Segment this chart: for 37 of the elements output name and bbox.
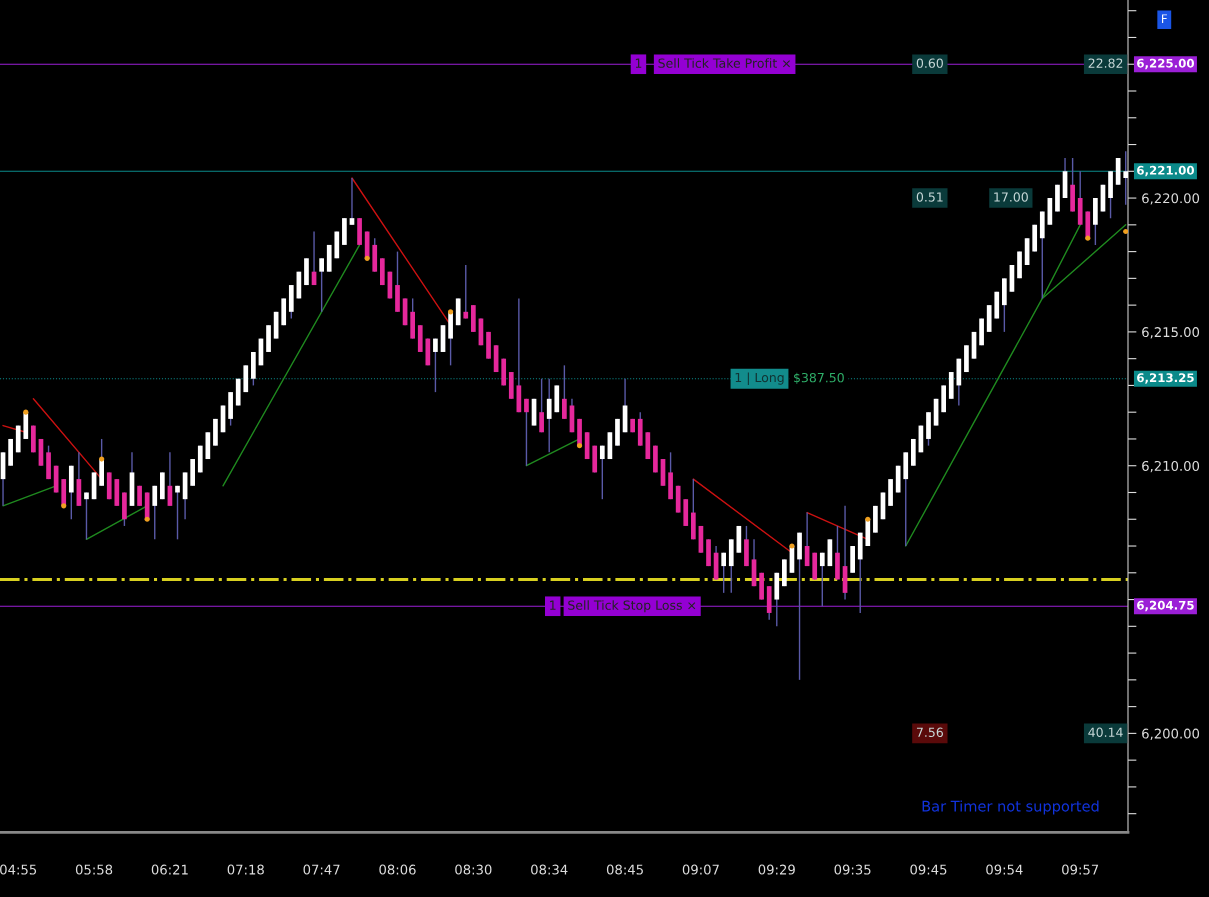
x-tick-label: 08:30 bbox=[455, 864, 492, 875]
annotation: 22.82 bbox=[1088, 58, 1123, 68]
annotation: Sell Tick Take Profit × bbox=[658, 58, 790, 68]
x-tick-label: 04:55 bbox=[0, 864, 37, 875]
annotation: 1 bbox=[635, 58, 642, 68]
y-tick-label: 6,210.00 bbox=[1142, 460, 1200, 473]
y-tick-label: 6,220.00 bbox=[1142, 193, 1200, 205]
annotation: 17.00 bbox=[994, 192, 1028, 202]
annotation: 1 | Long bbox=[735, 372, 784, 385]
x-tick-label: 09:54 bbox=[986, 864, 1023, 875]
y-tick-label: 6,215.00 bbox=[1142, 327, 1200, 339]
x-tick-label: 07:47 bbox=[303, 864, 340, 875]
annotation: $387.50 bbox=[794, 372, 844, 385]
x-tick-label: 08:34 bbox=[531, 864, 568, 875]
y-tick-label: 6,200.00 bbox=[1142, 728, 1200, 740]
annotation: Bar Timer not supported bbox=[922, 800, 1099, 815]
x-tick-label: 07:18 bbox=[227, 864, 264, 875]
x-tick-label: 09:29 bbox=[758, 864, 795, 875]
annotation: 0.60 bbox=[916, 58, 943, 68]
x-tick-label: 08:45 bbox=[606, 864, 643, 875]
annotation: 40.14 bbox=[1088, 727, 1123, 738]
annotation: 7.56 bbox=[916, 727, 943, 738]
ref-line-label: 6,221.00 bbox=[1137, 165, 1195, 177]
x-tick-label: 09:35 bbox=[834, 864, 871, 875]
x-tick-label: 09:07 bbox=[682, 864, 719, 875]
annotation: Sell Tick Stop Loss × bbox=[568, 600, 696, 613]
x-tick-label: 09:57 bbox=[1062, 864, 1099, 875]
annotation: 0.51 bbox=[916, 192, 943, 202]
ref-line-label: 6,225.00 bbox=[1137, 58, 1195, 70]
ref-line-label: 6,213.25 bbox=[1137, 373, 1194, 384]
x-tick-label: 09:45 bbox=[910, 864, 947, 875]
x-tick-label: 06:21 bbox=[151, 864, 188, 875]
x-tick-label: 05:58 bbox=[75, 864, 113, 875]
text: F bbox=[1162, 14, 1167, 23]
annotation: 1 bbox=[550, 600, 556, 610]
x-tick-label: 08:06 bbox=[379, 864, 416, 875]
ref-line-label: 6,204.75 bbox=[1137, 600, 1194, 612]
